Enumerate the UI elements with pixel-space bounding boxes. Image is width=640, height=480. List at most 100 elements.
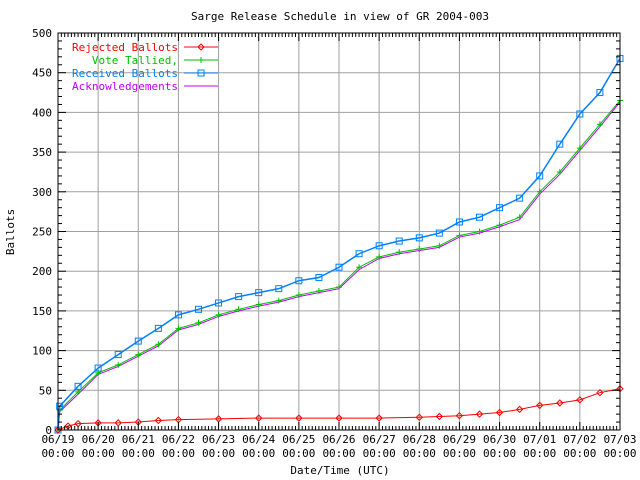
data-point-diamond — [475, 410, 484, 418]
data-point-square — [395, 237, 403, 245]
x-tick-label: 07/03 — [603, 433, 636, 446]
data-point-square — [215, 299, 223, 307]
data-point-diamond — [114, 419, 122, 427]
data-point-plus — [576, 145, 583, 152]
data-point-plus — [516, 214, 523, 221]
data-point-square — [455, 218, 463, 226]
data-point-square — [415, 234, 423, 242]
y-tick-label: 250 — [32, 226, 52, 239]
data-point-plus — [135, 351, 142, 358]
x-tick-label: 06/28 — [403, 433, 436, 446]
data-point-plus — [198, 57, 204, 63]
x-tick-label: 06/25 — [282, 433, 315, 446]
data-point-square — [134, 337, 142, 345]
x-tick-label: 00:00 — [122, 447, 155, 460]
x-tick-label: 07/01 — [523, 433, 556, 446]
data-point-diamond — [134, 418, 142, 426]
data-point-square — [375, 242, 383, 250]
data-point-plus — [596, 121, 603, 128]
series-rejected-ballots — [54, 385, 624, 434]
data-point-square — [235, 293, 243, 301]
data-point-diamond — [375, 414, 383, 422]
data-point-plus — [175, 325, 182, 332]
x-tick-label: 00:00 — [162, 447, 195, 460]
x-tick-label: 06/23 — [202, 433, 235, 446]
x-tick-label: 00:00 — [82, 447, 115, 460]
data-point-square — [596, 89, 604, 97]
y-tick-label: 450 — [32, 67, 52, 80]
legend-label: Received Ballots — [72, 67, 178, 80]
data-point-plus — [295, 292, 302, 299]
y-tick-label: 300 — [32, 186, 52, 199]
data-point-square — [56, 402, 64, 410]
y-tick-label: 100 — [32, 345, 52, 358]
series-layer — [54, 54, 624, 434]
legend-label: Acknowledgements — [72, 80, 178, 93]
x-tick-label: 00:00 — [41, 447, 74, 460]
data-point-diamond — [556, 399, 564, 407]
data-point-plus — [496, 222, 503, 229]
data-point-plus — [476, 228, 483, 235]
y-tick-label: 150 — [32, 305, 52, 318]
data-point-diamond — [536, 401, 544, 410]
data-point-plus — [396, 249, 403, 256]
chart-title: Sarge Release Schedule in view of GR 200… — [191, 10, 489, 23]
y-tick-label: 200 — [32, 265, 52, 278]
data-point-square — [295, 277, 303, 285]
grid — [58, 33, 620, 430]
data-point-plus — [336, 284, 342, 291]
data-point-plus — [456, 232, 463, 239]
data-point-plus — [75, 388, 82, 395]
x-tick-label: 00:00 — [603, 447, 636, 460]
data-point-plus — [115, 361, 122, 368]
data-point-square — [74, 382, 82, 390]
x-tick-label: 06/19 — [41, 433, 74, 446]
data-point-square — [197, 69, 205, 77]
data-point-diamond — [335, 414, 343, 422]
data-point-diamond — [415, 413, 423, 422]
data-point-diamond — [74, 419, 82, 428]
data-point-square — [195, 305, 202, 313]
data-point-diamond — [515, 405, 524, 414]
data-point-diamond — [154, 416, 163, 425]
series-line — [57, 101, 621, 431]
data-point-square — [556, 140, 564, 148]
data-point-plus — [195, 319, 202, 326]
series-line — [57, 100, 621, 431]
data-point-square — [496, 204, 504, 212]
data-point-plus — [356, 264, 363, 271]
data-point-square — [576, 110, 584, 118]
y-tick-label: 0 — [45, 424, 52, 437]
x-tick-label: 06/26 — [322, 433, 355, 446]
data-point-plus — [536, 188, 543, 195]
data-point-square — [516, 194, 524, 202]
data-point-diamond — [174, 415, 183, 424]
x-tick-label: 06/20 — [82, 433, 115, 446]
data-point-square — [335, 263, 343, 271]
data-point-diamond — [495, 408, 504, 417]
data-point-square — [174, 311, 182, 319]
x-tick-label: 00:00 — [483, 447, 516, 460]
x-tick-label: 00:00 — [363, 447, 396, 460]
data-point-plus — [215, 311, 222, 318]
data-point-square — [315, 274, 323, 282]
data-point-square — [355, 250, 363, 258]
data-point-square — [154, 324, 162, 332]
data-point-diamond — [576, 396, 584, 404]
x-tick-label: 00:00 — [443, 447, 476, 460]
data-point-plus — [315, 288, 322, 295]
data-point-square — [275, 285, 283, 293]
x-tick-label: 00:00 — [322, 447, 355, 460]
data-point-square — [536, 172, 544, 180]
data-point-plus — [376, 253, 383, 260]
data-point-plus — [556, 168, 563, 175]
data-point-diamond — [455, 412, 464, 420]
data-point-plus — [155, 341, 162, 348]
data-point-square — [255, 289, 263, 297]
data-point-plus — [255, 301, 262, 308]
data-point-square — [476, 213, 483, 221]
x-axis-label: Date/Time (UTC) — [290, 464, 389, 477]
y-tick-label: 500 — [32, 27, 52, 40]
